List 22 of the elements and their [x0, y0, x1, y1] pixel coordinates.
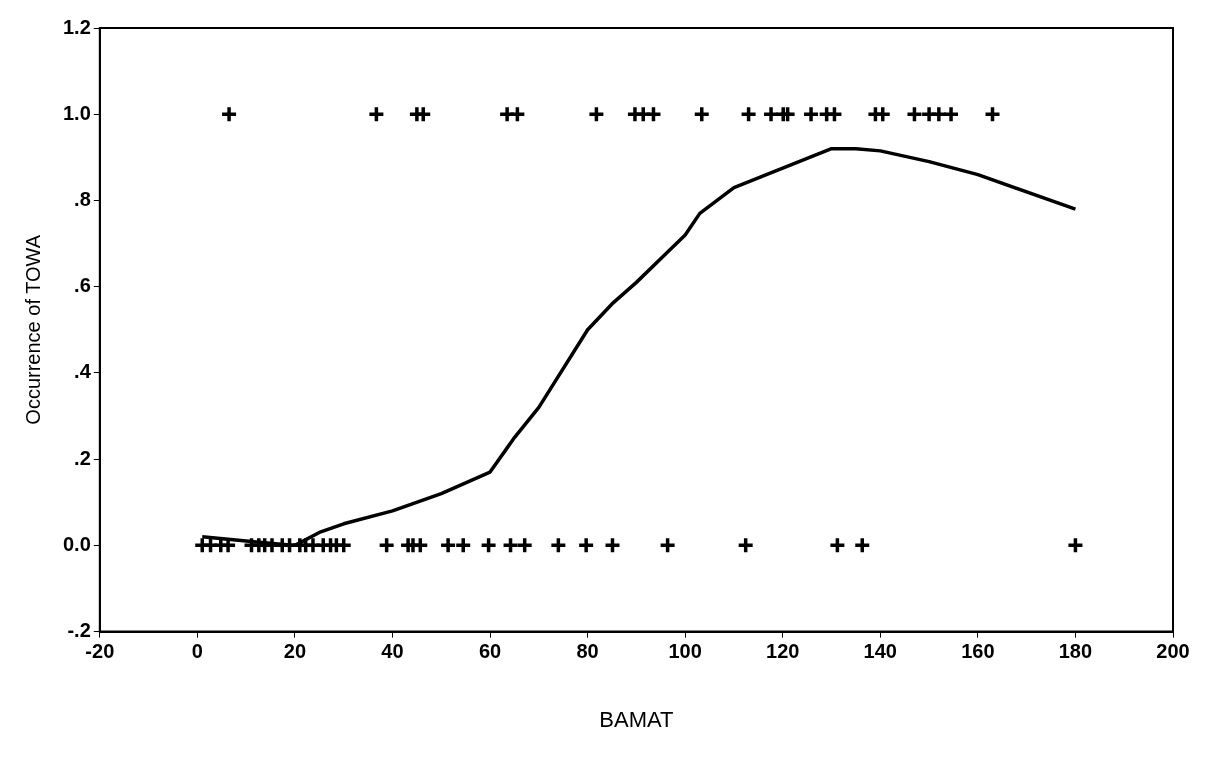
x-tick-label: 0 — [191, 640, 203, 663]
y-tick-label: .6 — [74, 274, 91, 297]
y-tick-label: 1.0 — [62, 101, 91, 124]
y-tick-label: -.2 — [67, 619, 91, 642]
x-axis-title: BAMAT — [599, 706, 674, 732]
y-axis-title: Occurrence of TOWA — [21, 234, 44, 425]
x-tick-label: 80 — [576, 640, 599, 663]
y-tick-label: .8 — [74, 187, 91, 210]
x-tick-label: 40 — [381, 640, 404, 663]
x-tick-label: 200 — [1156, 640, 1190, 663]
x-tick-label: 140 — [863, 640, 897, 663]
x-tick-label: 60 — [478, 640, 502, 663]
x-tick-label: 100 — [668, 640, 702, 663]
x-tick-label: 180 — [1058, 640, 1093, 663]
x-tick-label: 120 — [766, 640, 800, 663]
y-tick-label: 0.0 — [62, 532, 91, 555]
x-tick-label: 20 — [283, 640, 307, 663]
y-tick-label: 1.2 — [62, 15, 91, 38]
x-tick-label: -20 — [85, 640, 115, 663]
y-tick-label: .2 — [74, 446, 91, 469]
x-tick-label: 160 — [961, 640, 995, 663]
y-tick-label: .4 — [74, 360, 92, 383]
